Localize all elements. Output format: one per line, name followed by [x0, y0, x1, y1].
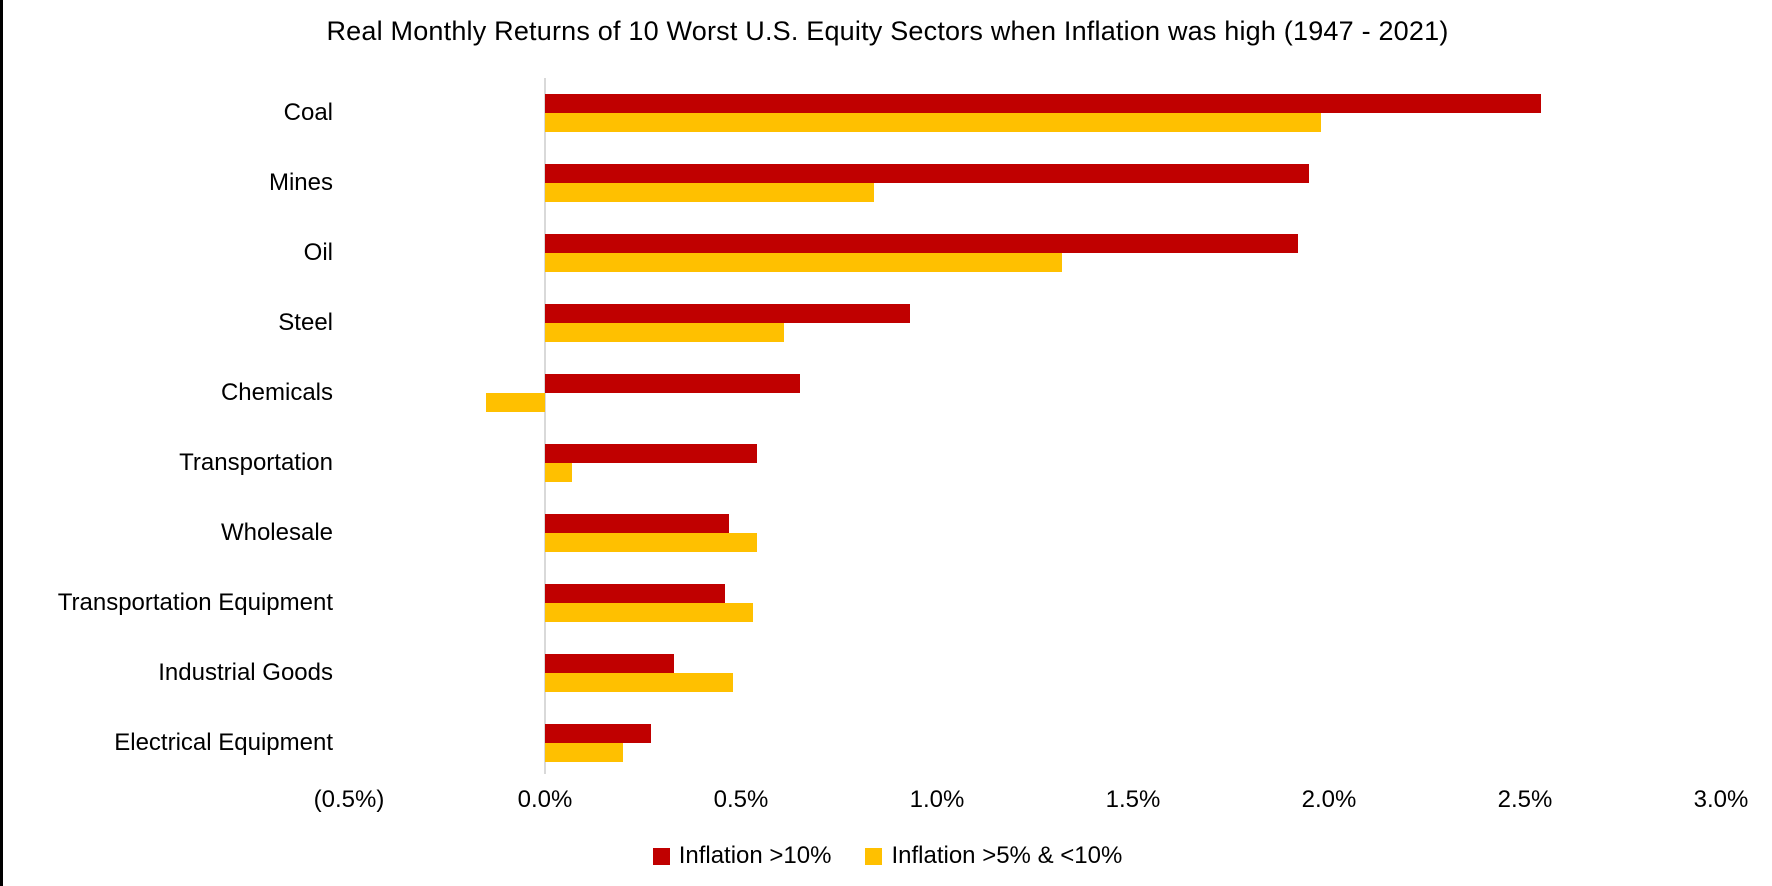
- x-tick-label: 3.0%: [1693, 786, 1749, 813]
- x-tick-label: 0.5%: [713, 786, 769, 813]
- bar-inflation-5to10: [545, 463, 573, 482]
- bar-inflation-5to10: [545, 253, 1063, 272]
- x-tick-label: 0.0%: [517, 786, 573, 813]
- bar-inflation-gt10: [545, 304, 910, 323]
- category-label: Transportation: [179, 449, 333, 476]
- bar-inflation-gt10: [545, 584, 726, 603]
- category-label: Wholesale: [220, 519, 333, 546]
- x-tick-label: 1.0%: [909, 786, 965, 813]
- category-label: Electrical Equipment: [114, 729, 333, 756]
- bar-inflation-gt10: [545, 234, 1298, 253]
- bar-inflation-gt10: [545, 94, 1541, 113]
- chart-title: Real Monthly Returns of 10 Worst U.S. Eq…: [326, 16, 1449, 46]
- category-label: Transportation Equipment: [57, 589, 333, 616]
- category-label: Mines: [268, 169, 333, 196]
- legend-label-inflation-gt10: Inflation >10%: [678, 842, 832, 869]
- category-label: Industrial Goods: [158, 659, 333, 686]
- bar-inflation-5to10: [545, 673, 734, 692]
- bar-inflation-gt10: [545, 654, 675, 673]
- bar-inflation-5to10: [545, 113, 1322, 132]
- bar-inflation-5to10: [545, 323, 785, 342]
- legend-swatch-red-icon: [652, 847, 670, 865]
- x-tick-label: 2.0%: [1301, 786, 1357, 813]
- legend-swatch-yellow-icon: [865, 847, 883, 865]
- category-label: Coal: [283, 99, 333, 126]
- bar-inflation-gt10: [545, 444, 757, 463]
- legend: Inflation >10% Inflation >5% & <10%: [3, 842, 1772, 870]
- bar-inflation-gt10: [545, 374, 800, 393]
- category-label: Chemicals: [220, 379, 333, 406]
- category-label: Oil: [303, 239, 333, 266]
- legend-item-inflation-5to10: Inflation >5% & <10%: [865, 842, 1122, 870]
- x-tick-label: 1.5%: [1105, 786, 1161, 813]
- bar-inflation-5to10: [486, 393, 545, 412]
- bar-inflation-gt10: [545, 514, 730, 533]
- bar-inflation-gt10: [545, 724, 651, 743]
- category-label: Steel: [278, 309, 333, 336]
- legend-item-inflation-gt10: Inflation >10%: [652, 842, 832, 870]
- bar-inflation-gt10: [545, 164, 1310, 183]
- bar-inflation-5to10: [545, 183, 875, 202]
- zero-axis-line: [544, 78, 546, 774]
- bar-inflation-5to10: [545, 533, 757, 552]
- bar-inflation-5to10: [545, 743, 624, 762]
- x-tick-label: (0.5%): [313, 786, 385, 813]
- bar-inflation-5to10: [545, 603, 753, 622]
- legend-label-inflation-5to10: Inflation >5% & <10%: [891, 842, 1123, 869]
- x-tick-label: 2.5%: [1497, 786, 1553, 813]
